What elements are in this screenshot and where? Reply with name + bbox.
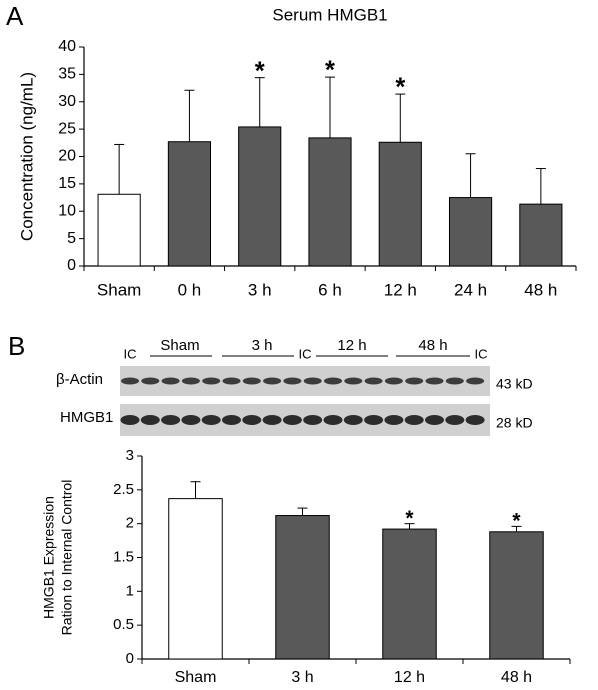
- blot-band: [343, 415, 363, 425]
- blot-band: [161, 415, 181, 425]
- western-blot: IC Sham 3 h IC 12 h 48 h IC β-Actin HMGB…: [56, 337, 533, 436]
- blot-band: [384, 415, 404, 425]
- blot-band: [181, 415, 201, 425]
- y-tick-label: 5: [67, 230, 76, 247]
- significance-star: *: [395, 74, 405, 102]
- blot-band: [344, 377, 363, 385]
- blot-band: [263, 377, 282, 385]
- panel-label: B: [8, 331, 25, 361]
- y-tick-label: 30: [58, 93, 76, 110]
- blot-band: [364, 377, 383, 385]
- y-tick-label: 2.5: [113, 481, 134, 498]
- y-tick-label: 20: [58, 148, 76, 165]
- x-tick-label: 48 h: [524, 280, 557, 299]
- blot-band: [405, 377, 424, 385]
- blot-band: [303, 415, 323, 425]
- lane-label: 12 h: [337, 337, 366, 354]
- y-tick-label: 25: [58, 120, 76, 137]
- blot-band: [181, 377, 200, 385]
- blot-band: [384, 377, 403, 385]
- panel-label: A: [6, 1, 24, 31]
- y-tick-label: 35: [58, 66, 76, 83]
- bar: [97, 193, 141, 267]
- blot-band: [364, 415, 384, 425]
- bar: [168, 498, 223, 660]
- lane-label: IC: [475, 346, 488, 361]
- blot-band: [222, 377, 241, 385]
- blot-band: [303, 377, 322, 385]
- bar: [448, 197, 493, 267]
- significance-star: *: [325, 57, 335, 85]
- blot-band: [425, 377, 444, 385]
- blot-band: [283, 377, 302, 385]
- lane-label: 3 h: [252, 337, 273, 354]
- y-tick-label: 10: [58, 202, 76, 219]
- bar: [275, 515, 330, 660]
- blot-band: [465, 415, 485, 425]
- x-tick-label: 12 h: [384, 280, 417, 299]
- x-tick-label: Sham: [175, 669, 217, 686]
- x-tick-label: 0 h: [178, 280, 202, 299]
- bar: [238, 126, 282, 267]
- y-tick-label: 40: [58, 38, 76, 55]
- y-tick-label: 3: [126, 447, 134, 464]
- bar: [167, 141, 212, 267]
- x-tick-label: Sham: [97, 280, 141, 299]
- blot-band: [242, 415, 262, 425]
- x-tick-label: 12 h: [394, 669, 425, 686]
- blot-band: [425, 415, 444, 425]
- bar: [378, 141, 422, 267]
- blot-band: [445, 415, 465, 425]
- blot-band: [202, 377, 221, 385]
- blot-band: [466, 377, 485, 385]
- significance-star: *: [255, 57, 265, 85]
- blot-band: [140, 415, 160, 425]
- y-tick-label: 0: [126, 650, 134, 667]
- blot-band: [445, 377, 464, 385]
- x-tick-label: 3 h: [291, 669, 313, 686]
- blot-band: [120, 415, 140, 425]
- blot-band: [324, 377, 342, 385]
- y-tick-label: 15: [58, 175, 76, 192]
- bar: [519, 203, 563, 267]
- bar: [382, 528, 437, 660]
- blot-band: [141, 377, 160, 385]
- chart-title: Serum HMGB1: [272, 5, 387, 24]
- size-label: 43 kD: [496, 376, 533, 392]
- row-label: HMGB1: [60, 409, 113, 426]
- blot-band: [121, 377, 139, 385]
- lane-label: Sham: [160, 337, 199, 354]
- y-tick-label: 1: [126, 582, 134, 599]
- row-label: β-Actin: [56, 371, 103, 388]
- y-tick-label: 1.5: [113, 548, 134, 565]
- blot-band: [161, 377, 180, 385]
- y-axis-label: Ration to Internal Control: [59, 480, 75, 636]
- lane-label: IC: [299, 346, 312, 361]
- blot-band: [282, 415, 302, 425]
- blot-band: [201, 415, 221, 425]
- significance-star: *: [512, 510, 521, 533]
- x-tick-label: 6 h: [318, 280, 342, 299]
- y-tick-label: 0: [67, 257, 76, 274]
- y-tick-label: 0.5: [113, 616, 134, 633]
- blot-band: [323, 415, 343, 425]
- blot-band: [222, 415, 241, 425]
- blot-band: [262, 415, 282, 425]
- significance-star: *: [405, 507, 414, 530]
- blot-band: [242, 377, 261, 385]
- y-axis-label: HMGB1 Expression: [41, 496, 57, 619]
- blot-band: [404, 415, 424, 425]
- bar: [308, 137, 352, 267]
- size-label: 28 kD: [496, 415, 533, 431]
- y-tick-label: 2: [126, 515, 134, 532]
- lane-label: IC: [124, 346, 137, 361]
- x-tick-label: 24 h: [454, 280, 487, 299]
- x-tick-label: 48 h: [501, 669, 532, 686]
- bar: [489, 531, 544, 660]
- x-tick-label: 3 h: [248, 280, 272, 299]
- y-axis-label: Concentration (ng/mL): [17, 72, 36, 241]
- lane-label: 48 h: [418, 337, 447, 354]
